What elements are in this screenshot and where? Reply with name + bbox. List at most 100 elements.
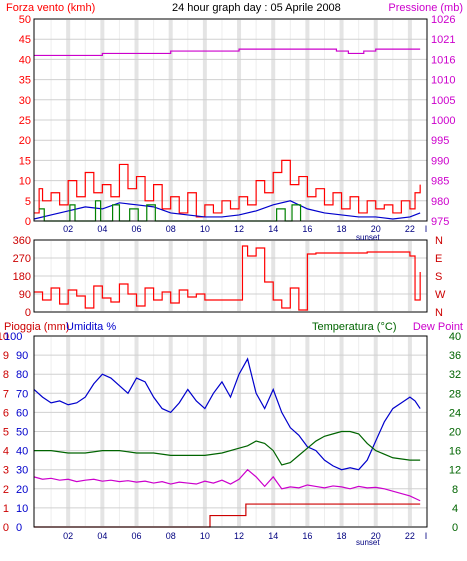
pressure-tick-label: 1010: [431, 75, 455, 87]
humidity-tick-label: 10: [16, 503, 28, 515]
direction-tick-label: 360: [13, 235, 31, 247]
temperature-tick-label: 24: [449, 407, 461, 419]
temperature-tick-label: 28: [449, 388, 461, 400]
dew-point-axis-title: Dew Point: [413, 321, 463, 333]
compass-tick-label: E: [435, 253, 442, 265]
hour-tick-label: 12: [234, 224, 244, 234]
wind-speed-line: [34, 159, 421, 218]
temperature-tick-label: 40: [449, 331, 461, 343]
pressure-tick-label: 995: [431, 135, 449, 147]
pressure-tick-label: 1026: [431, 14, 455, 26]
temperature-tick-label: 0: [452, 522, 458, 534]
compass-tick-label: W: [435, 289, 446, 301]
compass-tick-label: S: [435, 271, 442, 283]
rain-tick-label: 5: [3, 427, 9, 439]
hour-tick-label: 14: [268, 531, 278, 541]
humidity-tick-label: 60: [16, 407, 28, 419]
hour-tick-label: 22: [405, 531, 415, 541]
grid-lines: [34, 38, 427, 509]
temperature-tick-label: 16: [449, 446, 461, 458]
temperature-axis-title: Temperatura (°C): [312, 321, 396, 333]
pressure-tick-label: 1005: [431, 95, 455, 107]
rain-tick-label: 8: [3, 369, 9, 381]
temperature-tick-label: 32: [449, 369, 461, 381]
hour-tick-label: 06: [132, 531, 142, 541]
wind-speed-tick-label: 25: [19, 115, 31, 127]
rain-tick-label: 10: [0, 331, 9, 343]
rain-tick-label: 3: [3, 465, 9, 477]
pressure-tick-label: 1000: [431, 115, 455, 127]
direction-tick-label: 0: [25, 307, 31, 319]
wind-speed-tick-label: 50: [19, 14, 31, 26]
direction-tick-label: 180: [13, 271, 31, 283]
hour-tick-label: 20: [371, 531, 381, 541]
wind-speed-tick-label: 35: [19, 75, 31, 87]
sunset-label: sunset: [356, 233, 380, 242]
hour-tick-label: 04: [97, 531, 107, 541]
tick-labels: 0510152025303540455097598098599099510001…: [0, 14, 461, 541]
rain-tick-label: 2: [3, 484, 9, 496]
hour-tick-label: 10: [200, 224, 210, 234]
humidity-tick-label: 40: [16, 446, 28, 458]
wind-speed-tick-label: 0: [25, 216, 31, 228]
rain-tick-label: 7: [3, 388, 9, 400]
hour-tick-label: 22: [405, 224, 415, 234]
hour-tick-label: I: [425, 224, 428, 234]
pressure-tick-label: 975: [431, 216, 449, 228]
wind-speed-tick-label: 15: [19, 155, 31, 167]
wind-average-line: [33, 200, 421, 220]
hour-tick-label: 04: [97, 224, 107, 234]
direction-tick-label: 90: [19, 289, 31, 301]
wind-speed-tick-label: 30: [19, 95, 31, 107]
temperature-tick-label: 36: [449, 350, 461, 362]
wind-speed-tick-label: 40: [19, 54, 31, 66]
wind-pressure-panel-frame: [33, 18, 428, 222]
humidity-temperature-panel-frame: [33, 335, 428, 528]
hour-tick-label: 16: [302, 531, 312, 541]
hour-tick-label: 16: [302, 224, 312, 234]
hour-tick-label: 20: [371, 224, 381, 234]
wind-speed-axis-title: Forza vento (kmh): [6, 2, 95, 14]
hour-tick-label: 12: [234, 531, 244, 541]
hour-tick-label: 02: [63, 224, 73, 234]
sunset-label-bottom: sunset: [356, 538, 380, 547]
dew-point-line: [33, 468, 421, 502]
compass-tick-label: N: [435, 307, 443, 319]
hour-tick-label: I: [425, 531, 428, 541]
rain-tick-label: 1: [3, 503, 9, 515]
rain-tick-label: 4: [3, 446, 9, 458]
humidity-tick-label: 50: [16, 427, 28, 439]
hour-tick-label: 18: [337, 224, 347, 234]
pressure-tick-label: 980: [431, 196, 449, 208]
pressure-line: [34, 48, 421, 57]
pressure-tick-label: 1016: [431, 54, 455, 66]
humidity-tick-label: 90: [16, 350, 28, 362]
data-series: [33, 48, 421, 528]
hour-tick-label: 08: [166, 531, 176, 541]
wind-speed-tick-label: 20: [19, 135, 31, 147]
wind-speed-tick-label: 10: [19, 176, 31, 188]
temperature-tick-label: 8: [452, 484, 458, 496]
temperature-line: [34, 430, 421, 466]
humidity-tick-label: 70: [16, 388, 28, 400]
hour-tick-label: 08: [166, 224, 176, 234]
humidity-tick-label: 0: [16, 522, 22, 534]
chart-title: 24 hour graph day : 05 Aprile 2008: [172, 2, 341, 14]
hour-tick-label: 10: [200, 531, 210, 541]
humidity-tick-label: 100: [4, 331, 22, 343]
humidity-line: [33, 357, 421, 471]
pressure-tick-label: 990: [431, 155, 449, 167]
humidity-tick-label: 20: [16, 484, 28, 496]
temperature-tick-label: 4: [452, 503, 458, 515]
humidity-tick-label: 80: [16, 369, 28, 381]
direction-tick-label: 270: [13, 253, 31, 265]
hour-tick-label: 02: [63, 531, 73, 541]
wind-speed-tick-label: 45: [19, 34, 31, 46]
humidity-tick-label: 30: [16, 465, 28, 477]
hour-tick-label: 14: [268, 224, 278, 234]
hour-tick-label: 18: [337, 531, 347, 541]
rain-tick-label: 0: [3, 522, 9, 534]
wind-speed-tick-label: 5: [25, 196, 31, 208]
